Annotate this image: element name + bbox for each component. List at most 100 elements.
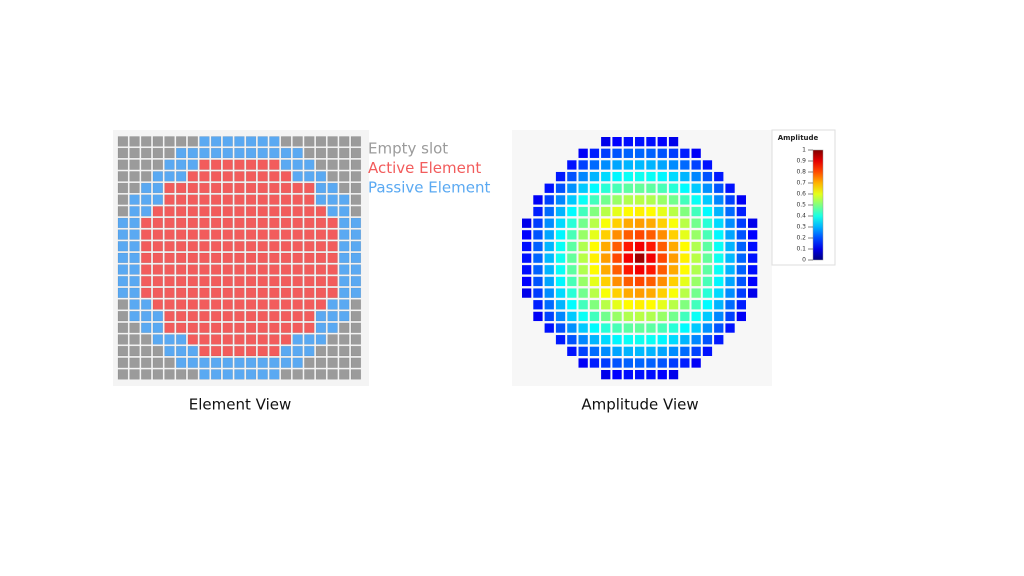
element-cell	[234, 136, 245, 147]
element-cell	[176, 345, 187, 357]
element-cell	[269, 147, 280, 159]
element-cell	[117, 147, 129, 159]
element-cell	[176, 182, 187, 194]
amplitude-cell	[544, 265, 554, 275]
element-cell	[176, 159, 187, 170]
amplitude-cell	[680, 358, 690, 368]
amplitude-cell	[657, 323, 667, 333]
element-cell	[187, 276, 198, 287]
amplitude-cell	[680, 276, 690, 287]
element-cell	[222, 159, 233, 170]
element-cell	[245, 206, 257, 217]
amplitude-cell	[714, 253, 724, 263]
amplitude-cell	[567, 346, 577, 356]
element-cell	[199, 217, 210, 229]
element-cell	[280, 357, 292, 368]
element-cell	[222, 334, 233, 345]
element-cell	[292, 252, 303, 264]
amplitude-cell	[691, 323, 701, 333]
amplitude-cell	[646, 370, 656, 380]
amplitude-cell	[725, 300, 735, 310]
element-cell	[339, 159, 350, 170]
amplitude-cell	[635, 160, 645, 170]
element-cell	[350, 147, 362, 159]
element-cell	[199, 287, 210, 299]
element-cell	[280, 159, 292, 170]
element-cell	[269, 322, 280, 333]
element-cell	[280, 322, 292, 333]
amplitude-cell	[567, 265, 577, 275]
amplitude-cell	[623, 323, 633, 333]
colorbar-tick-label: 0.6	[796, 191, 806, 198]
element-cell	[152, 322, 163, 333]
amplitude-cell	[702, 311, 713, 322]
amplitude-cell	[680, 311, 690, 322]
element-cell	[292, 206, 303, 217]
amplitude-cell	[748, 288, 758, 298]
amplitude-cell	[668, 335, 679, 345]
amplitude-cell	[635, 183, 645, 193]
element-cell	[141, 136, 152, 147]
amplitude-cell	[646, 253, 656, 263]
amplitude-cell	[736, 311, 746, 322]
element-cell	[257, 206, 268, 217]
element-cell	[164, 311, 175, 322]
amplitude-cell	[601, 160, 611, 170]
amplitude-cell	[635, 370, 645, 380]
amplitude-cell	[657, 370, 667, 380]
amplitude-cell	[601, 230, 611, 240]
amplitude-cell	[567, 160, 577, 170]
element-cell	[339, 171, 350, 182]
colorbar-tick-label: 0.7	[796, 180, 806, 187]
element-cell	[164, 159, 175, 170]
amplitude-cell	[601, 195, 611, 205]
element-cell	[315, 206, 327, 217]
element-cell	[292, 311, 303, 322]
element-cell	[117, 357, 129, 368]
element-cell	[257, 136, 268, 147]
amplitude-cell	[567, 195, 577, 205]
amplitude-cell	[668, 241, 679, 252]
element-cell	[234, 217, 245, 229]
element-cell	[222, 357, 233, 368]
element-cell	[141, 171, 152, 182]
element-cell	[269, 252, 280, 264]
element-cell	[187, 264, 198, 275]
element-cell	[199, 159, 210, 170]
colorbar-title: Amplitude	[778, 134, 819, 142]
element-cell	[187, 147, 198, 159]
element-cell	[129, 345, 140, 357]
element-cell	[339, 299, 350, 310]
amplitude-cell	[623, 241, 633, 252]
element-cell	[304, 229, 315, 240]
amplitude-cell	[646, 195, 656, 205]
amplitude-cell	[589, 346, 600, 356]
element-cell	[245, 241, 257, 252]
element-cell	[222, 252, 233, 264]
amplitude-cell	[657, 148, 667, 158]
element-cell	[234, 357, 245, 368]
amplitude-cell	[533, 241, 543, 252]
element-cell	[176, 194, 187, 205]
element-cell	[350, 171, 362, 182]
amplitude-cell	[691, 288, 701, 298]
amplitude-cell	[691, 265, 701, 275]
amplitude-cell	[578, 195, 588, 205]
element-cell	[141, 264, 152, 275]
element-cell	[187, 322, 198, 333]
element-cell	[304, 194, 315, 205]
element-cell	[280, 345, 292, 357]
amplitude-cell	[668, 300, 679, 310]
amplitude-cell	[646, 230, 656, 240]
element-cell	[152, 264, 163, 275]
element-cell	[129, 311, 140, 322]
amplitude-cell	[612, 160, 622, 170]
element-cell	[152, 147, 163, 159]
amplitude-cell	[702, 335, 713, 345]
element-cell	[210, 299, 222, 310]
element-cell	[141, 147, 152, 159]
amplitude-cell	[601, 183, 611, 193]
element-cell	[327, 276, 338, 287]
amplitude-cell	[589, 358, 600, 368]
element-cell	[339, 252, 350, 264]
